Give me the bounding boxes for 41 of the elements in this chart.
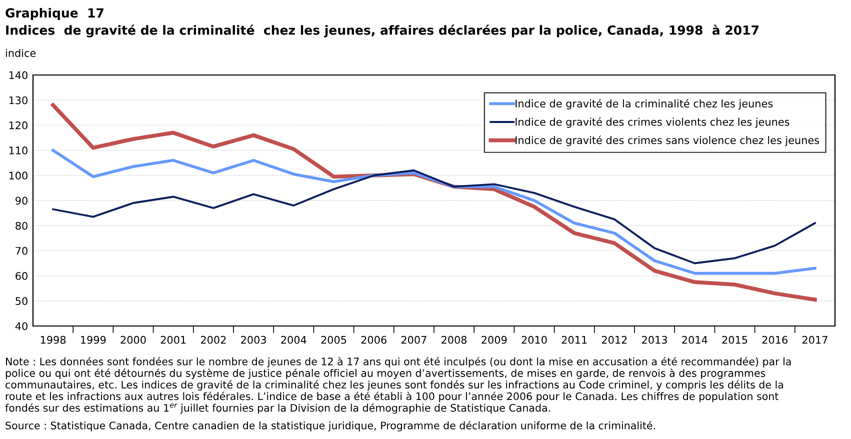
y-tick-label: 80 (16, 222, 28, 230)
x-tick-label: 2015 (722, 336, 748, 344)
x-tick-label: 2009 (482, 336, 507, 344)
x-tick-label: 2017 (802, 336, 828, 344)
x-tick-label: 2008 (442, 336, 467, 344)
x-tick-label: 1999 (81, 336, 106, 344)
x-tick-label: 2007 (401, 336, 426, 344)
x-tick-label: 2005 (321, 336, 346, 344)
y-tick-label: 60 (16, 272, 28, 280)
x-tick-label: 1998 (40, 336, 66, 344)
line-series (52, 148, 816, 275)
y-tick-label: 110 (9, 146, 28, 154)
x-tick-label: 2013 (642, 336, 667, 344)
legend-label: Indice de gravité de la criminalité chez les jeunes (516, 99, 773, 110)
y-tick-label: 50 (16, 297, 28, 306)
y-tick-label: 70 (16, 246, 28, 255)
x-tick-label: 2014 (682, 336, 708, 344)
y-tick-label: 120 (9, 121, 28, 130)
chart-title: Graphique 17 (6, 8, 104, 20)
y-tick-label: 140 (9, 71, 28, 80)
y-tick-label: 100 (9, 172, 28, 180)
text: Note : Les données sont fondées sur le nombre de jeunes de 12 à 17 ans qui ont été inculpés (ou dont la mise en accusation a été recommandée) par la police ou qui ont été détournés du système de justice pénale officiel au moyen d’avertissements, de mises en garde, de renvois à des programmes communautaires, etc. Les indices de gravité de la criminalité chez les jeunes sont fondés sur les infractions au Code criminel, y compris les délits de la route et les infractions aux autres lois fédérales. L’indice de base a été établi à 100 pour l’année 2006 pour le Canada. Les chiffres de population sont fondés sur des estimations au 1$^{er}$ juillet fournies par la Division de la démographie de Statistique Canada. (5, 357, 791, 414)
x-tick-label: 2003 (241, 336, 266, 344)
x-tick-label: 2000 (120, 336, 146, 344)
chart-subtitle: Indices de gravité de la criminalité chez les jeunes, affaires déclarées par la police, Canada, 1998 à 2017 (6, 24, 758, 38)
legend-label: Indice de gravité des crimes violents chez les jeunes (516, 117, 790, 128)
y-tick-label: 130 (9, 96, 28, 104)
x-tick-label: 2006 (361, 336, 386, 344)
y-tick-label: 40 (15, 322, 28, 330)
x-tick-label: 2016 (762, 336, 788, 344)
legend-label: Indice de gravité des crimes sans violence chez les jeunes (516, 136, 820, 146)
x-tick-label: 2012 (602, 336, 627, 344)
x-tick-label: 2001 (160, 336, 186, 344)
y-tick-label: 90 (16, 196, 28, 205)
y-axis-title: indice (6, 48, 36, 58)
source-note: Source : Statistique Canada, Centre canadien de la statistique juridique, Programme de déclaration uniforme de la criminalité. (6, 421, 655, 432)
x-tick-label: 2011 (562, 336, 587, 344)
x-tick-label: 2010 (522, 336, 547, 344)
x-tick-label: 2004 (281, 336, 306, 344)
line-series (52, 169, 816, 264)
x-tick-label: 2002 (200, 336, 226, 344)
